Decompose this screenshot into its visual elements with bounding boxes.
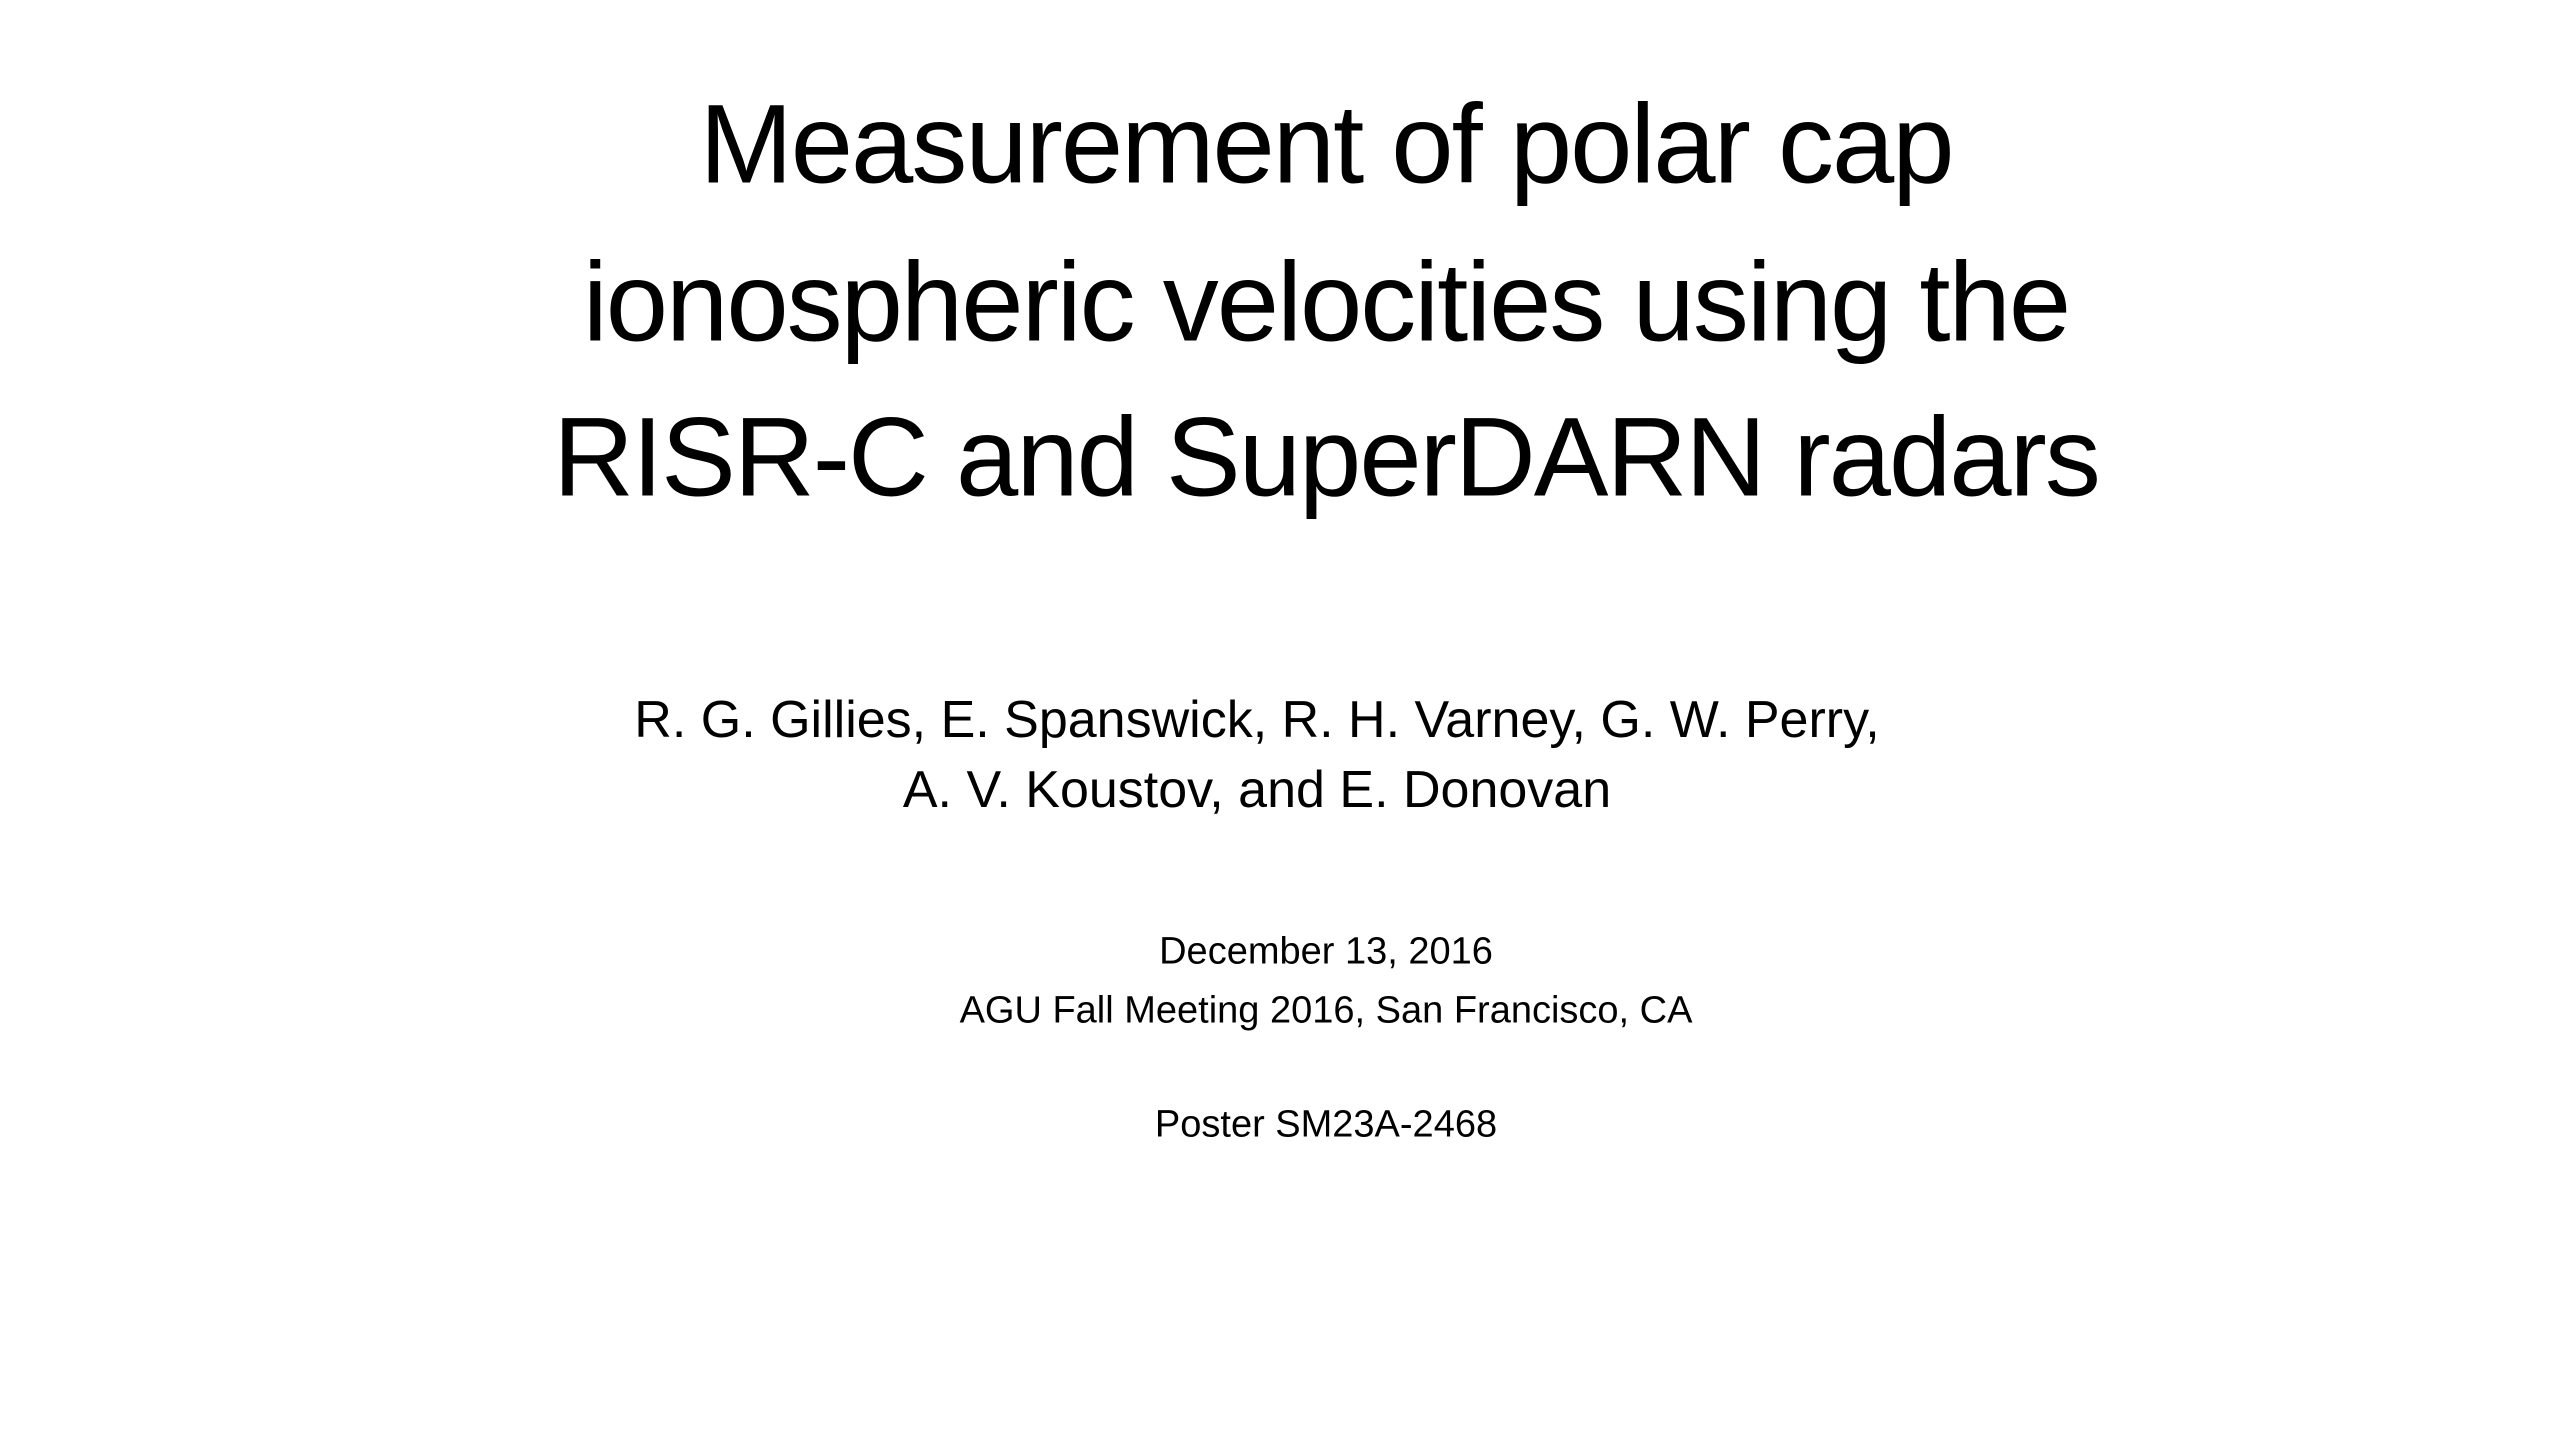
title-line: Measurement of polar cap: [699, 81, 1954, 207]
date: December 13, 2016: [1159, 930, 1493, 973]
title-line: RISR-C and SuperDARN radars: [553, 394, 2101, 520]
meeting: AGU Fall Meeting 2016, San Francisco, CA: [959, 989, 1693, 1032]
authors-line: R. G. Gillies, E. Spanswick, R. H. Varne…: [634, 691, 1880, 749]
poster: Poster SM23A-2468: [1154, 1103, 1498, 1146]
authors-line: A. V. Koustov, and E. Donovan: [902, 761, 1612, 819]
title-line: ionospheric velocities using the: [582, 239, 2071, 365]
